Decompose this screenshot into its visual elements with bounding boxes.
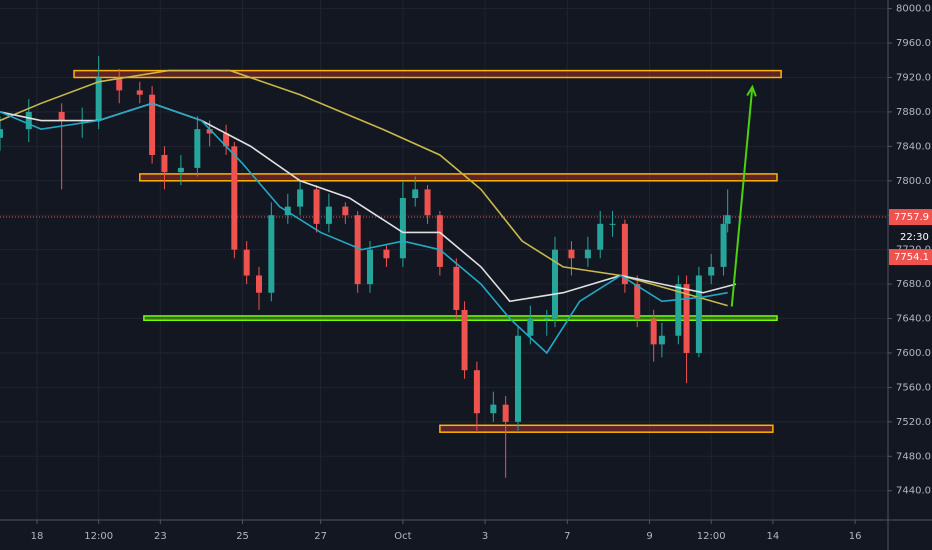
x-tick-label: 9 (646, 531, 652, 542)
y-tick-label: 7880.0 (896, 107, 931, 118)
x-tick-label: 7 (564, 531, 570, 542)
candle-body (325, 206, 332, 224)
candle-body (342, 206, 349, 216)
candle-body (502, 404, 509, 422)
candle-body (399, 198, 406, 259)
candle-body (568, 249, 575, 259)
candle-body (720, 223, 727, 267)
x-tick-label: 23 (154, 531, 167, 542)
candle-body (256, 275, 262, 293)
candle-body (527, 318, 534, 336)
candle-body (695, 275, 702, 353)
last-price-box (889, 209, 932, 226)
candle-body (354, 215, 361, 285)
candle-body (206, 129, 213, 134)
candle-body (473, 370, 480, 414)
countdown-box (889, 229, 932, 246)
candle-body (609, 223, 616, 225)
candle-body (177, 167, 184, 173)
candle-body (367, 249, 373, 285)
candle-body (268, 215, 275, 293)
candle-body (584, 249, 591, 259)
candle-body (95, 77, 102, 121)
candle-body (58, 111, 65, 121)
arrow-head (746, 84, 757, 97)
x-tick-label: Oct (394, 531, 411, 542)
moving-average (0, 102, 728, 355)
other-price-box (889, 249, 932, 266)
x-tick-label: 12:00 (84, 531, 113, 542)
candle-body (683, 284, 690, 353)
x-tick-label: 3 (482, 531, 488, 542)
candle-body (243, 249, 250, 276)
candle-body (424, 189, 431, 216)
projection-arrow (730, 86, 754, 307)
y-tick-label: 7640.0 (896, 314, 931, 325)
candle-body (543, 318, 550, 320)
candle-body (658, 335, 665, 345)
candle-body (597, 223, 604, 250)
last-price-label: 7757.9 (894, 212, 929, 223)
candle-body (149, 94, 156, 155)
candle-body (675, 284, 682, 336)
candle-body (436, 215, 443, 267)
level-zone (139, 173, 778, 182)
y-tick-label: 7440.0 (896, 486, 931, 497)
candle-body (116, 77, 123, 91)
candle-body (650, 318, 657, 345)
candle-body (552, 249, 558, 319)
x-tick-label: 16 (849, 531, 862, 542)
y-tick-label: 7560.0 (896, 382, 931, 393)
candle-body (231, 146, 238, 250)
candle-body (724, 215, 731, 224)
moving-average (0, 69, 728, 307)
candle-body (708, 266, 715, 276)
y-tick-label: 7840.0 (896, 141, 931, 152)
candle-body (0, 129, 3, 138)
candle-body (25, 111, 32, 130)
countdown-label: 22:30 (900, 232, 929, 243)
candle-body (194, 129, 201, 168)
y-tick-label: 7920.0 (896, 72, 931, 83)
x-tick-label: 14 (767, 531, 780, 542)
y-tick-label: 7520.0 (896, 417, 931, 428)
x-tick-label: 18 (31, 531, 44, 542)
y-tick-label: 7960.0 (896, 38, 931, 49)
x-tick-label: 25 (236, 531, 249, 542)
candle-body (621, 223, 628, 285)
candle-body (136, 90, 143, 95)
other-price-label: 7754.1 (894, 252, 929, 263)
x-tick-label: 12:00 (697, 531, 726, 542)
candle-body (515, 335, 521, 422)
candle-body (297, 189, 304, 207)
candle-body (634, 284, 641, 319)
y-tick-label: 7600.0 (896, 348, 931, 359)
candle-body (161, 154, 168, 173)
level-zone (439, 424, 774, 433)
y-tick-label: 8000.0 (896, 4, 931, 15)
candle-body (453, 266, 460, 310)
y-tick-label: 7680.0 (896, 279, 931, 290)
x-tick-label: 27 (314, 531, 327, 542)
y-tick-label: 7480.0 (896, 451, 931, 462)
candle-body (412, 189, 419, 199)
level-zone (143, 315, 778, 322)
candle-body (383, 249, 390, 259)
candle-body (461, 309, 468, 371)
candle-body (490, 404, 497, 414)
y-tick-label: 7800.0 (896, 176, 931, 187)
candle-body (313, 189, 320, 224)
level-zone (73, 69, 782, 79)
candle-body (223, 133, 230, 147)
